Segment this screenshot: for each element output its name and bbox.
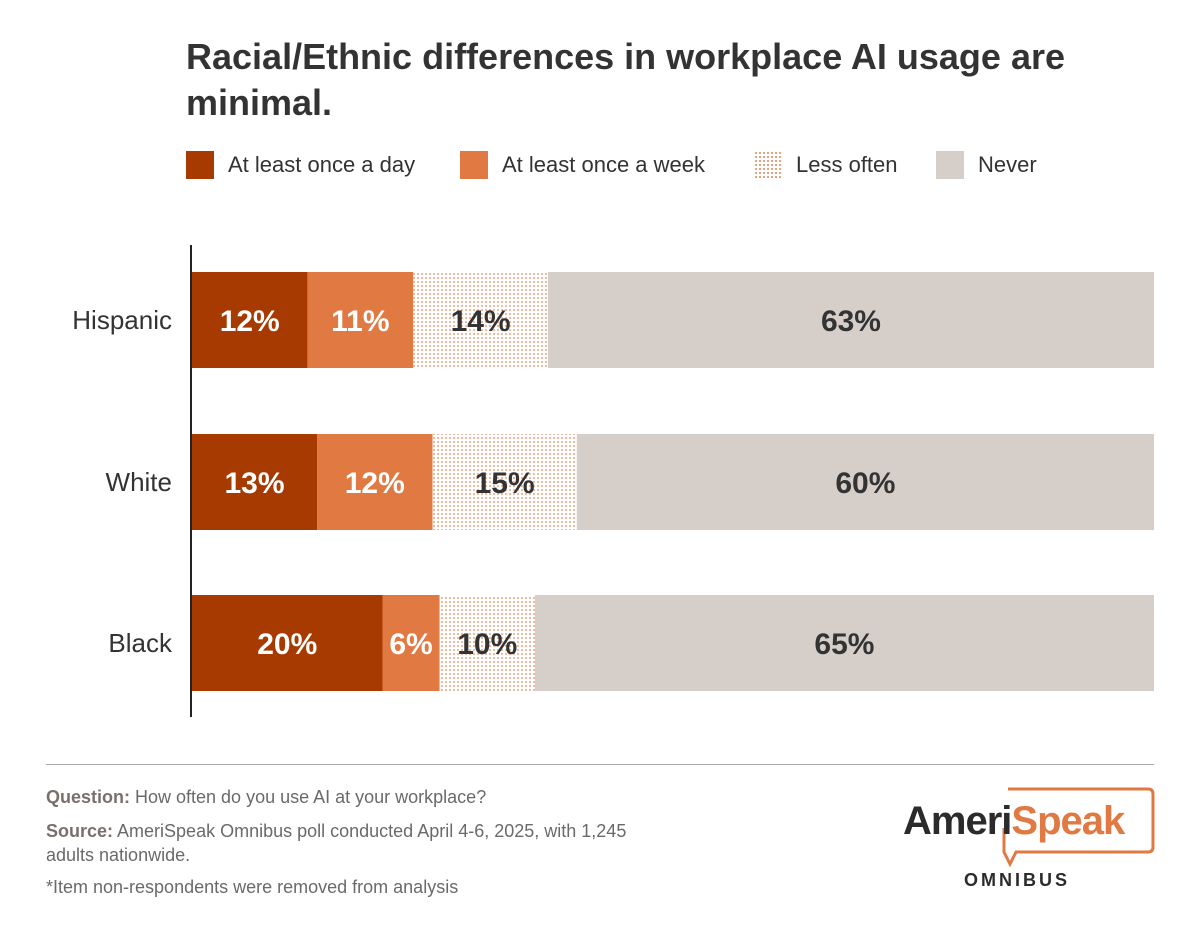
bar-black-daily (192, 595, 383, 691)
bar-white-less-often (432, 434, 577, 530)
chart-title: Racial/Ethnic differences in workplace A… (186, 36, 1065, 123)
bar-white-daily (192, 434, 318, 530)
data-label-hispanic-weekly: 11% (331, 305, 389, 338)
source-label: Source: (46, 821, 114, 841)
data-label-white-weekly: 12% (345, 467, 405, 500)
data-label-white-daily: 13% (225, 467, 285, 500)
data-label-black-less-often: 10% (457, 628, 517, 661)
bar-black-weekly (382, 595, 440, 691)
bar-hispanic-weekly (307, 272, 414, 368)
logo-ameri: Ameri (903, 799, 1012, 843)
category-label-hispanic: Hispanic (72, 305, 172, 335)
bar-white-weekly (317, 434, 433, 530)
legend-swatch-daily (186, 151, 214, 179)
speech-bubble-icon (1002, 787, 1155, 868)
source-text: AmeriSpeak Omnibus poll conducted April … (46, 821, 627, 865)
bar-black-never (534, 595, 1154, 691)
data-label-hispanic-daily: 12% (220, 305, 280, 338)
data-label-hispanic-less-often: 14% (451, 305, 511, 338)
data-label-black-daily: 20% (257, 628, 317, 661)
category-label-black: Black (108, 628, 173, 658)
logo-omnibus: OMNIBUS (964, 870, 1070, 890)
nonrespondent-note: *Item non-respondents were removed from … (46, 877, 459, 897)
data-label-black-weekly: 6% (389, 628, 432, 661)
legend-label-weekly: At least once a week (502, 152, 706, 177)
data-label-white-less-often: 15% (475, 467, 535, 500)
legend-swatch-weekly (460, 151, 488, 179)
legend-swatch-never (936, 151, 964, 179)
data-label-white-never: 60% (835, 467, 895, 500)
bar-black-less-often (439, 595, 535, 691)
category-label-white: White (106, 467, 172, 497)
footer-divider (46, 764, 1154, 765)
bar-hispanic-less-often (413, 272, 548, 368)
data-label-hispanic-never: 63% (821, 305, 881, 338)
source-note: Source: AmeriSpeak Omnibus poll conducte… (46, 819, 666, 867)
question-note: Question: How often do you use AI at you… (46, 785, 666, 809)
amerispeak-logo: AmeriSpeak OMNIBUS (900, 786, 1160, 896)
legend-label-less-often: Less often (796, 152, 898, 177)
data-label-black-never: 65% (814, 628, 874, 661)
logo-wordmark: AmeriSpeak (903, 798, 1125, 844)
bar-hispanic-never (547, 272, 1154, 368)
bar-hispanic-daily (192, 272, 308, 368)
legend-swatch-less-often (754, 151, 782, 179)
question-text: How often do you use AI at your workplac… (130, 787, 487, 807)
bar-white-never (576, 434, 1154, 530)
legend-label-never: Never (978, 152, 1037, 177)
logo-speak: Speak (1011, 799, 1125, 843)
question-label: Question: (46, 787, 130, 807)
legend-label-daily: At least once a day (228, 152, 416, 177)
